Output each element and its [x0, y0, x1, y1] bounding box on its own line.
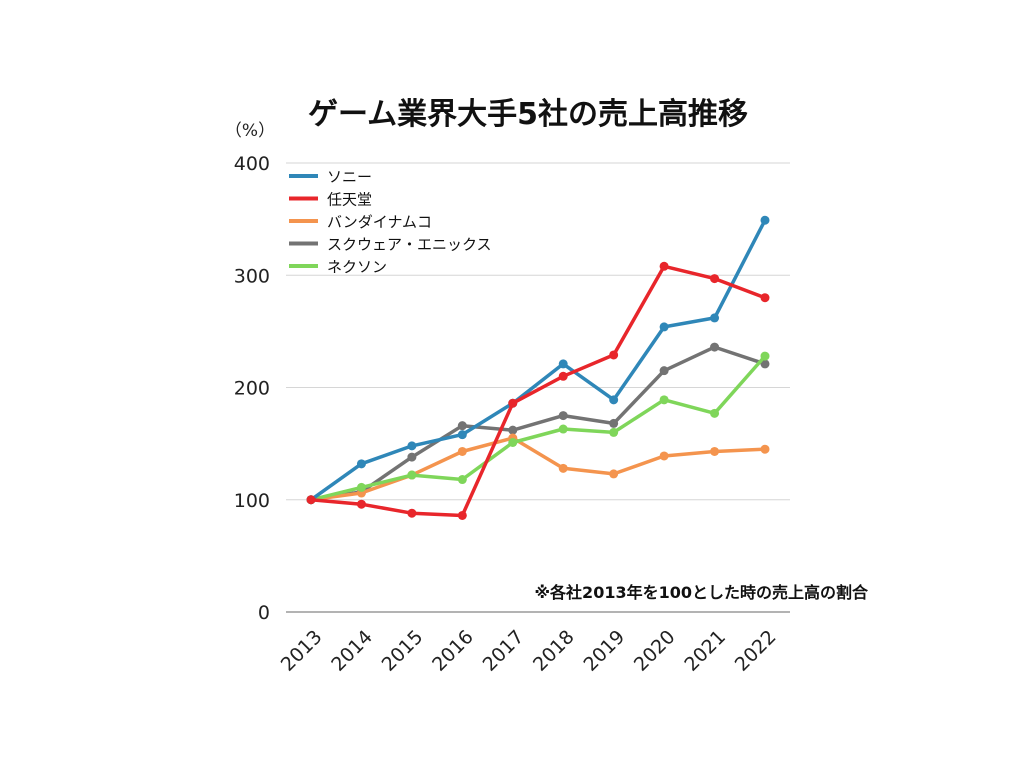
- legend-label: スクウェア・エニックス: [327, 236, 492, 254]
- legend-label: バンダイナムコ: [327, 213, 432, 231]
- y-tick-label: 300: [234, 265, 270, 287]
- data-point: [457, 430, 467, 440]
- data-point: [760, 293, 770, 303]
- series-1: [306, 261, 770, 520]
- data-point: [558, 411, 568, 421]
- legend-label: 任天堂: [327, 191, 372, 209]
- data-point: [558, 371, 568, 381]
- x-tick-label: 2015: [378, 626, 428, 676]
- series-4: [306, 351, 770, 505]
- series-2: [306, 433, 770, 505]
- data-point: [710, 274, 720, 284]
- x-tick-label: 2019: [579, 626, 629, 676]
- data-point: [609, 395, 619, 405]
- x-tick-label: 2017: [479, 626, 529, 676]
- series-line: [309, 345, 767, 502]
- data-point: [457, 475, 467, 485]
- x-axis-ticks: 2013 2014 2015 2016 2017 2018 2019 2020 2021 2022: [277, 626, 781, 676]
- data-point: [760, 444, 770, 454]
- data-point: [558, 424, 568, 434]
- data-point: [306, 495, 316, 505]
- data-point: [508, 425, 518, 435]
- legend-label: ソニー: [327, 168, 372, 186]
- data-point: [659, 322, 669, 332]
- legend-label: ネクソン: [327, 258, 387, 276]
- data-point: [609, 418, 619, 428]
- data-point: [508, 438, 518, 448]
- series-line: [309, 264, 767, 518]
- x-tick-label: 2014: [327, 626, 377, 676]
- data-point: [659, 366, 669, 376]
- data-point: [407, 508, 417, 518]
- data-point: [609, 427, 619, 437]
- data-point: [558, 463, 568, 473]
- data-point: [760, 351, 770, 361]
- data-point: [659, 261, 669, 271]
- data-point: [609, 350, 619, 360]
- x-tick-label: 2021: [680, 626, 730, 676]
- data-point: [407, 452, 417, 462]
- x-tick-label: 2018: [529, 626, 579, 676]
- y-axis-unit-label: （%）: [225, 121, 275, 141]
- chart-note: ※各社2013年を100とした時の売上高の割合: [535, 583, 869, 602]
- data-point: [407, 441, 417, 451]
- x-tick-label: 2020: [630, 626, 680, 676]
- data-point: [558, 359, 568, 369]
- data-point: [356, 499, 366, 509]
- data-point: [407, 470, 417, 480]
- data-point: [710, 408, 720, 418]
- y-tick-label: 400: [234, 153, 270, 175]
- data-point: [659, 395, 669, 405]
- y-tick-label: 200: [234, 378, 270, 400]
- series-lines: [306, 215, 770, 520]
- x-tick-label: 2013: [277, 626, 327, 676]
- data-point: [457, 446, 467, 456]
- data-point: [710, 342, 720, 352]
- series-line: [309, 354, 767, 502]
- data-point: [508, 398, 518, 408]
- y-tick-label: 0: [258, 602, 270, 624]
- data-point: [457, 510, 467, 520]
- data-point: [760, 215, 770, 225]
- data-point: [457, 421, 467, 431]
- x-tick-label: 2016: [428, 626, 478, 676]
- series-3: [306, 342, 770, 505]
- data-point: [710, 313, 720, 323]
- data-point: [710, 446, 720, 456]
- y-axis-ticks: 0 100 200 300 400: [234, 153, 270, 624]
- x-tick-label: 2022: [731, 626, 781, 676]
- data-point: [609, 469, 619, 479]
- y-tick-label: 100: [234, 490, 270, 512]
- series-line: [309, 218, 767, 502]
- data-point: [659, 451, 669, 461]
- chart-title: ゲーム業界大手5社の売上高推移: [308, 97, 748, 132]
- data-point: [356, 459, 366, 469]
- data-point: [356, 482, 366, 492]
- series-line: [309, 436, 767, 502]
- data-point: [760, 359, 770, 369]
